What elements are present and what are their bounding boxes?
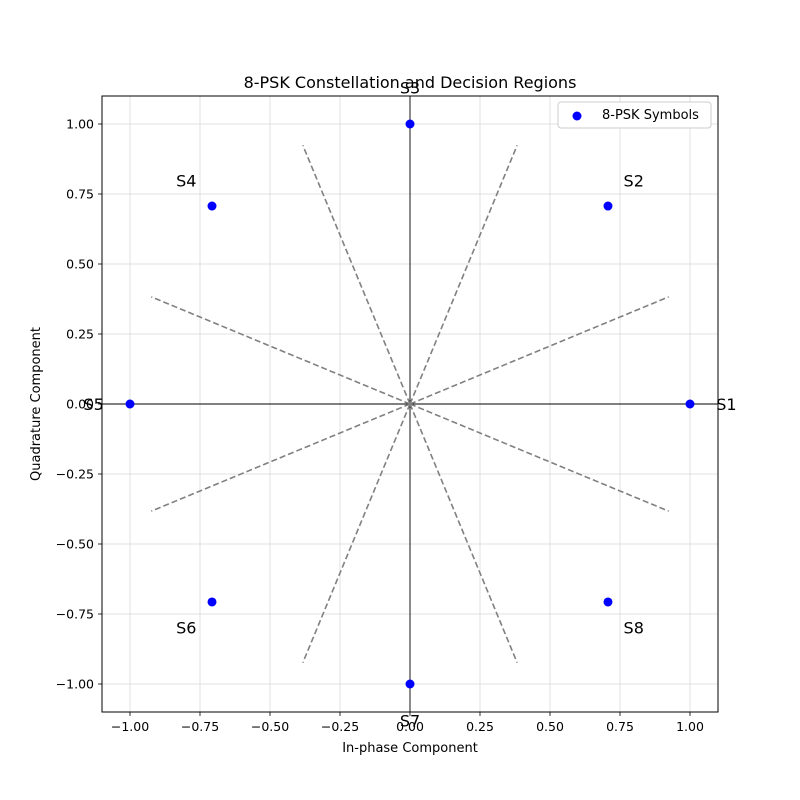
symbol-points <box>125 119 695 689</box>
symbol-label: S7 <box>400 711 420 730</box>
x-tick-label: 0.50 <box>536 719 564 734</box>
x-tick-label: −0.25 <box>321 719 359 734</box>
x-tick-label: 1.00 <box>676 719 704 734</box>
y-axis-label: Quadrature Component <box>29 327 44 481</box>
symbol-point <box>405 679 415 689</box>
x-tick-label: 0.00 <box>396 719 424 734</box>
decision-boundary-line <box>409 403 669 512</box>
legend-label: 8-PSK Symbols <box>602 108 699 123</box>
symbol-label: S3 <box>400 79 420 98</box>
y-tick-label: 0.25 <box>66 327 94 342</box>
y-tick-label: 0.50 <box>66 257 94 272</box>
legend-box <box>557 101 712 129</box>
y-tick-label: −0.75 <box>56 607 94 622</box>
y-tick-label: 0.75 <box>66 187 94 202</box>
symbol-point <box>603 201 613 211</box>
symbol-labels: S1 S2 S3 S4 S5 S6 S7 S8 <box>83 79 736 731</box>
legend-marker <box>572 111 582 121</box>
y-tick-label: −0.25 <box>56 467 94 482</box>
decision-boundary-line <box>409 145 518 405</box>
symbol-label: S5 <box>83 395 103 414</box>
y-tick-label: 0.00 <box>66 397 94 412</box>
decision-boundary-line <box>151 296 411 405</box>
symbol-point <box>207 597 217 607</box>
symbol-label: S8 <box>624 619 644 638</box>
x-tick-label: 0.75 <box>606 719 634 734</box>
decision-boundary-line <box>151 403 411 512</box>
symbol-point <box>207 201 217 211</box>
symbol-label: S1 <box>716 395 736 414</box>
symbol-point <box>603 597 613 607</box>
symbol-label: S4 <box>176 171 196 190</box>
symbol-point <box>685 399 695 409</box>
decision-boundary-line <box>409 403 518 663</box>
x-axis-label: In-phase Component <box>342 741 478 756</box>
x-tick-label: −0.50 <box>251 719 289 734</box>
decision-boundary-line <box>302 145 411 405</box>
y-tick-label: −0.50 <box>56 537 94 552</box>
y-ticks: 1.00 0.75 0.50 0.25 0.00 −0.25 −0.50 −0.75 −1.00 <box>56 117 102 692</box>
decision-boundary-line <box>409 296 669 405</box>
symbol-point <box>405 119 415 129</box>
symbol-point <box>125 399 135 409</box>
x-tick-label: −1.00 <box>111 719 149 734</box>
legend: 8-PSK Symbols <box>557 101 712 129</box>
x-tick-label: −0.75 <box>181 719 219 734</box>
x-tick-label: 0.25 <box>466 719 494 734</box>
decision-boundary-line <box>302 403 411 663</box>
x-ticks: −1.00 −0.75 −0.50 −0.25 0.00 0.25 0.50 0.75 1.00 <box>111 712 704 734</box>
chart-title: 8-PSK Constellation and Decision Regions <box>244 73 577 92</box>
y-tick-label: 1.00 <box>66 117 94 132</box>
decision-boundaries <box>151 145 669 663</box>
y-tick-label: −1.00 <box>56 677 94 692</box>
symbol-label: S2 <box>624 171 644 190</box>
symbol-label: S6 <box>176 619 196 638</box>
